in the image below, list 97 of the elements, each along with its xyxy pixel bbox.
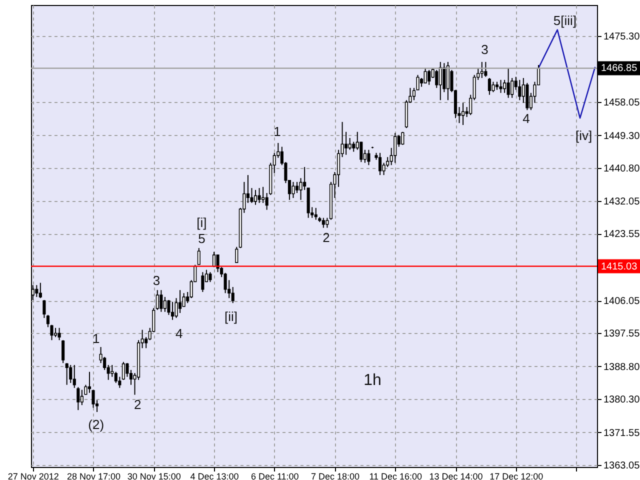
y-tick-label: 1458.05 bbox=[604, 97, 640, 108]
candlestick bbox=[262, 186, 265, 204]
annotation: [iv] bbox=[575, 128, 592, 144]
candlestick bbox=[80, 389, 84, 406]
x-tick-label: 7 Dec 18:00 bbox=[310, 472, 360, 480]
candlestick bbox=[348, 137, 352, 150]
candlestick bbox=[488, 77, 491, 96]
candlestick bbox=[292, 181, 295, 198]
candlestick bbox=[118, 376, 122, 388]
y-tick-label: 1449.30 bbox=[604, 130, 640, 142]
candlestick bbox=[424, 68, 427, 84]
candlestick bbox=[69, 364, 72, 384]
candlestick bbox=[378, 152, 382, 176]
x-tick-label: 27 Nov 2012 bbox=[8, 472, 59, 480]
annotation: 1 bbox=[92, 330, 100, 346]
annotation: 5[iii] bbox=[553, 13, 576, 28]
candlestick bbox=[367, 149, 370, 166]
candlestick bbox=[503, 79, 506, 94]
x-tick-label: 17 Dec 12:00 bbox=[490, 472, 544, 480]
annotation: 2 bbox=[134, 397, 142, 412]
annotation: 5 bbox=[198, 230, 206, 246]
candlestick bbox=[76, 386, 80, 411]
candlestick bbox=[235, 246, 238, 264]
candlestick bbox=[38, 282, 42, 299]
candlestick bbox=[322, 217, 325, 228]
candlestick bbox=[122, 361, 125, 380]
candlestick bbox=[499, 79, 502, 94]
x-tick-label: 13 Dec 14:00 bbox=[429, 472, 483, 480]
candlestick bbox=[58, 327, 61, 341]
candlestick bbox=[484, 61, 488, 78]
candlestick bbox=[197, 248, 200, 266]
candlestick bbox=[163, 296, 166, 312]
candlestick bbox=[344, 131, 348, 156]
candlestick bbox=[401, 131, 404, 146]
candlestick bbox=[156, 290, 159, 310]
x-tick-label: 4 Dec 13:00 bbox=[190, 472, 239, 480]
candlestick bbox=[435, 69, 438, 88]
annotation: [ii] bbox=[224, 308, 238, 324]
annotation: [i] bbox=[196, 214, 207, 230]
candlestick bbox=[394, 132, 397, 164]
y-tick-label: 1440.80 bbox=[604, 163, 640, 174]
candlestick bbox=[224, 272, 227, 294]
candlestick bbox=[492, 81, 495, 93]
candlestick bbox=[518, 79, 522, 101]
candlestick bbox=[170, 301, 174, 320]
candlestick bbox=[72, 364, 76, 388]
annotation: 4 bbox=[522, 110, 530, 126]
y-tick-label: 1397.55 bbox=[604, 328, 640, 340]
ref-line-label: 1466.85 bbox=[601, 63, 638, 74]
candlestick bbox=[201, 272, 204, 292]
candlestick bbox=[438, 61, 442, 101]
y-tick-label: 1363.05 bbox=[604, 460, 640, 472]
candlestick bbox=[54, 327, 58, 338]
candlestick bbox=[160, 290, 163, 312]
x-tick-label: 6 Dec 11:00 bbox=[250, 472, 299, 480]
candlestick bbox=[428, 69, 431, 86]
candlestick bbox=[178, 290, 182, 314]
candlestick bbox=[62, 340, 65, 364]
y-tick-label: 1388.80 bbox=[604, 362, 640, 373]
annotation: 3 bbox=[152, 272, 160, 288]
annotation: 2 bbox=[322, 230, 330, 246]
candlestick bbox=[35, 284, 38, 298]
y-tick-label: 1475.30 bbox=[604, 31, 640, 42]
candlestick bbox=[65, 362, 68, 386]
annotation: 3 bbox=[481, 42, 488, 58]
annotation: 4 bbox=[175, 326, 183, 342]
y-tick-label: 1371.55 bbox=[604, 428, 640, 439]
candlestick bbox=[231, 286, 234, 304]
candlestick bbox=[254, 189, 258, 206]
annotation: (2) bbox=[88, 416, 104, 432]
line-series bbox=[538, 29, 596, 119]
y-tick-label: 1380.30 bbox=[604, 394, 640, 406]
annotation: 1 bbox=[274, 124, 281, 139]
candlestick bbox=[314, 207, 318, 220]
candlestick bbox=[216, 254, 220, 273]
x-tick-label: 28 Nov 17:00 bbox=[66, 472, 121, 480]
candlestick bbox=[352, 141, 356, 152]
candlestick bbox=[208, 272, 212, 283]
candlestick bbox=[295, 181, 299, 194]
annotation: 1h bbox=[364, 372, 382, 389]
candlestick bbox=[326, 217, 329, 228]
candlestick bbox=[462, 102, 465, 126]
x-tick-label: 11 Dec 16:00 bbox=[369, 472, 422, 480]
candlestick bbox=[42, 300, 46, 318]
ref-line-label: 1415.03 bbox=[601, 261, 638, 272]
candlestick bbox=[480, 61, 484, 78]
y-tick-label: 1406.05 bbox=[604, 296, 640, 308]
candlestick bbox=[526, 82, 529, 111]
y-tick-label: 1423.55 bbox=[604, 229, 640, 240]
candlestick bbox=[110, 364, 114, 378]
x-tick-label: 30 Nov 15:00 bbox=[127, 472, 181, 480]
candlestick bbox=[258, 188, 261, 204]
candlestick bbox=[446, 61, 450, 101]
y-tick-label: 1432.05 bbox=[604, 196, 640, 208]
candlestick bbox=[506, 68, 510, 98]
candlestick bbox=[303, 166, 306, 190]
candlestick bbox=[182, 292, 186, 308]
